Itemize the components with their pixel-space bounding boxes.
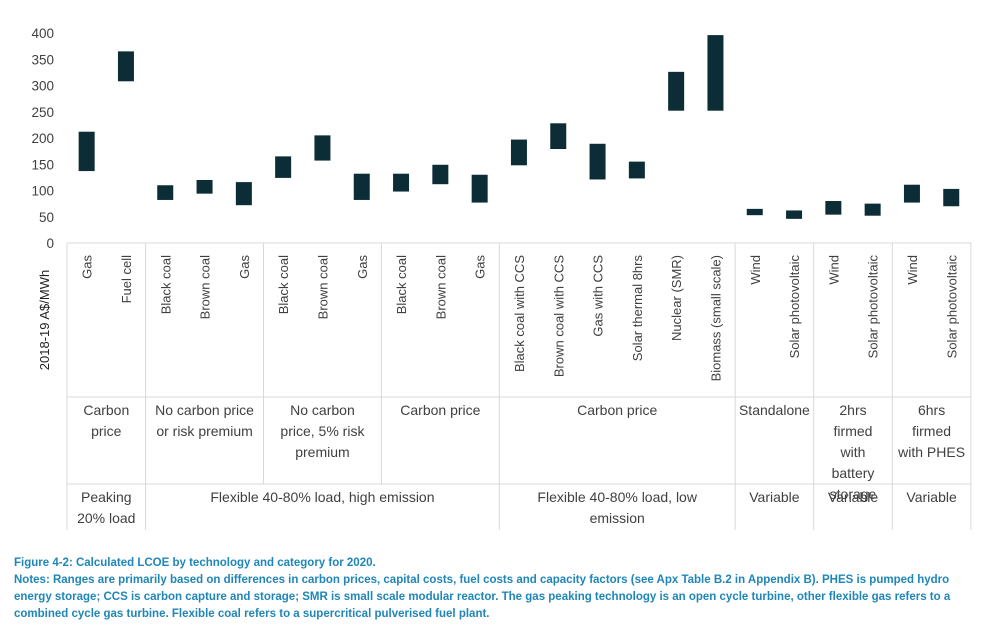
range-bar: [471, 174, 488, 203]
range-bar: [825, 201, 842, 215]
range-bar: [117, 51, 134, 82]
range-bar: [314, 135, 331, 161]
range-bar: [628, 161, 645, 179]
range-bar: [746, 208, 763, 216]
category-label: Solar photovoltaic: [787, 255, 802, 359]
group-label-1: Standalone: [739, 402, 810, 418]
group-label-2: Variable: [906, 489, 957, 505]
category-label: Brown coal: [433, 255, 448, 319]
y-tick-label: 200: [31, 131, 54, 146]
figure-title: Figure 4-2: Calculated LCOE by technolog…: [14, 557, 376, 569]
range-bar: [275, 156, 292, 178]
category-label: Nuclear (SMR): [669, 255, 684, 341]
group-label-2: Variable: [749, 489, 800, 505]
category-label: Brown coal: [198, 255, 213, 319]
group-label-1: No carbon price or risk premium: [155, 402, 254, 439]
category-label: Gas: [80, 255, 95, 279]
range-bar: [510, 139, 527, 166]
group-label-1: No carbon price, 5% risk premium: [280, 402, 365, 460]
group-label-1: Carbon price: [83, 402, 129, 439]
category-label: Gas: [473, 255, 488, 279]
group-label-1: Carbon price: [400, 402, 480, 418]
group-label-2: Flexible 40-80% load, high emission: [210, 489, 434, 505]
y-tick-label: 0: [46, 236, 54, 251]
category-label: Black coal: [276, 255, 291, 314]
y-tick-label: 400: [31, 26, 54, 41]
category-label: Biomass (small scale): [708, 255, 723, 381]
range-bar: [589, 143, 606, 180]
category-label: Solar photovoltaic: [866, 255, 881, 359]
group-label-2: Peaking 20% load: [77, 489, 135, 526]
group-label-2: Variable: [828, 489, 879, 505]
y-tick-label: 300: [31, 79, 54, 94]
y-tick-label: 100: [31, 184, 54, 199]
category-label: Black coal: [394, 255, 409, 314]
range-bar: [786, 210, 803, 219]
category-label: Brown coal: [315, 255, 330, 319]
range-bar: [550, 123, 567, 150]
range-bar: [393, 173, 410, 192]
range-bar: [78, 131, 95, 172]
range-bar: [668, 71, 685, 111]
lcoe-chart: 0 50 100 150 200 250 300 350 400 2018-19 A$/MWh Ga…: [31, 26, 972, 530]
group-label-2: Flexible 40-80% load, low emission: [537, 489, 697, 526]
category-label: Fuel cell: [119, 255, 134, 304]
y-tick-label: 150: [31, 157, 54, 172]
figure-caption: Figure 4-2: Calculated LCOE by technolog…: [14, 555, 989, 623]
group-label-1: 6hrs firmed with PHES: [897, 402, 965, 460]
category-label: Brown coal with CCS: [551, 255, 566, 377]
category-label: Gas: [237, 255, 252, 279]
category-label: Wind: [826, 255, 841, 285]
category-label: Black coal with CCS: [512, 255, 527, 372]
range-bar: [903, 184, 920, 203]
category-label: Gas: [355, 255, 370, 279]
range-bar: [353, 173, 370, 200]
y-tick-label: 250: [31, 105, 54, 120]
y-tick-label: 50: [39, 210, 54, 225]
range-bar: [432, 164, 449, 185]
category-label: Gas with CCS: [591, 255, 606, 337]
y-tick-label: 350: [31, 52, 54, 67]
group-label-1: Carbon price: [577, 402, 657, 418]
figure-notes: Notes: Ranges are primarily based on dif…: [14, 574, 951, 620]
category-label: Black coal: [158, 255, 173, 314]
category-label: Wind: [905, 255, 920, 285]
y-axis-label: 2018-19 A$/MWh: [37, 270, 52, 370]
category-label: Wind: [748, 255, 763, 285]
range-bar: [707, 35, 724, 111]
range-bar: [864, 203, 881, 216]
range-bar: [235, 182, 252, 206]
group-label-1: 2hrs firmed with battery storage: [830, 402, 877, 502]
category-label: Solar photovoltaic: [944, 255, 959, 359]
range-bar: [196, 180, 213, 194]
category-label: Solar thermal 8hrs: [630, 255, 645, 362]
range-bar: [943, 188, 960, 207]
range-bar: [157, 185, 174, 200]
